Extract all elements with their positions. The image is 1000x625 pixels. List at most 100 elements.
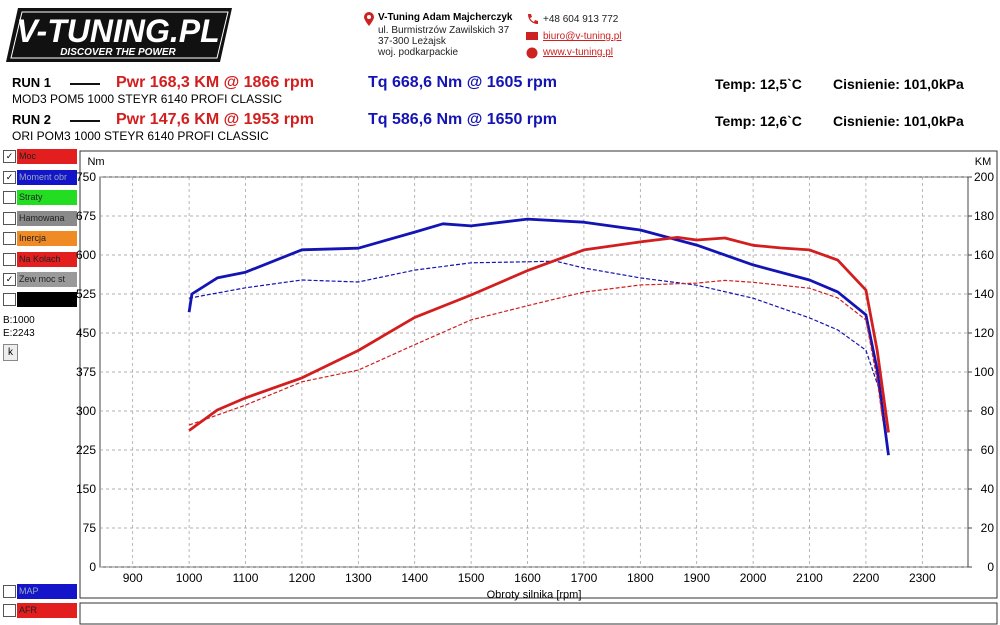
x-tick-label: 2300 (909, 571, 936, 585)
x-tick-label: 1800 (627, 571, 654, 585)
toggle-label[interactable]: Moment obr (17, 169, 77, 185)
run-pressure: Cisnienie: 101,0kPa (833, 113, 964, 129)
series-line (188, 236, 890, 433)
y2-tick-label: 60 (981, 443, 995, 457)
checkbox[interactable] (3, 585, 16, 598)
run-temp: Temp: 12,5`C (715, 76, 802, 92)
y2-tick-label: 120 (974, 326, 994, 340)
y2-tick-label: 180 (974, 209, 994, 223)
checkbox[interactable]: ✓ (3, 273, 16, 286)
x-tick-label: 1300 (345, 571, 372, 585)
address-line: 37-300 Leżajsk (378, 36, 446, 47)
run-torque: Tq 586,6 Nm @ 1650 rpm (368, 111, 558, 128)
y2-tick-label: 200 (974, 170, 994, 184)
y2-tick-label: 0 (987, 560, 994, 574)
logo: V-TUNING.PL DISCOVER THE POWER (6, 8, 232, 62)
sidebar-toggle[interactable]: AFR (3, 603, 77, 618)
company: V-Tuning Adam Majcherczyk (378, 12, 513, 23)
x-tick-label: 1900 (683, 571, 710, 585)
y-tick-label: 375 (76, 365, 96, 379)
toggle-label[interactable]: Moc (17, 149, 77, 164)
y-tick-label: 75 (83, 521, 97, 535)
x-tick-label: 1200 (289, 571, 316, 585)
logo-title: V-TUNING.PL (16, 13, 219, 49)
y2-tick-label: 140 (974, 287, 994, 301)
y2-tick-label: 80 (981, 404, 995, 418)
y2-tick-label: 160 (974, 248, 994, 262)
y2-tick-label: 40 (981, 482, 995, 496)
sidebar-toggle[interactable]: MAP (3, 584, 77, 599)
begin-rpm: B:1000 (3, 315, 35, 326)
series-line (188, 279, 884, 426)
y-tick-label: 675 (76, 209, 96, 223)
run-line-sample (70, 83, 100, 85)
y-tick-label: 600 (76, 248, 96, 262)
x-tick-label: 1000 (176, 571, 203, 585)
contact-icons (526, 14, 538, 59)
end-rpm: E:2243 (3, 328, 35, 339)
sidebar-toggle[interactable]: Inercja (3, 231, 77, 246)
x-tick-label: 2000 (740, 571, 767, 585)
sidebar-toggle[interactable]: Na Kolach (3, 251, 77, 267)
x-tick-label: 2200 (853, 571, 880, 585)
x-tick-label: 1700 (571, 571, 598, 585)
bottom-panel (79, 602, 998, 625)
run-line-sample (70, 120, 100, 122)
x-tick-label: 1500 (458, 571, 485, 585)
toggle-label[interactable]: Na Kolach (17, 251, 77, 267)
y-tick-label: 750 (76, 170, 96, 184)
sidebar-toggle[interactable]: ✓ Moment obr (3, 169, 77, 185)
run-power: Pwr 168,3 KM @ 1866 rpm (116, 74, 314, 91)
y2-tick-label: 100 (974, 365, 994, 379)
y2-axis-label: KM (975, 156, 992, 168)
plot-area (99, 176, 969, 568)
sidebar-toggle[interactable]: Straty (3, 190, 77, 205)
y2-tick-label: 20 (981, 521, 995, 535)
sidebar-toggle[interactable]: ✓ Zew moc st (3, 272, 77, 287)
pin-icon (364, 12, 374, 26)
x-tick-label: 1100 (233, 571, 259, 585)
x-tick-label: 2100 (796, 571, 823, 585)
email[interactable]: biuro@v-tuning.pl (543, 31, 622, 42)
run-temp: Temp: 12,6`C (715, 113, 802, 129)
checkbox[interactable]: ✓ (3, 150, 16, 163)
sidebar-toggle[interactable] (3, 292, 77, 307)
toggle-label[interactable]: AFR (17, 603, 77, 618)
address-line: woj. podkarpackie (378, 47, 459, 58)
x-axis-label: Obroty silnika [rpm] (487, 589, 582, 601)
toggle-color[interactable] (17, 292, 77, 307)
y-tick-label: 150 (76, 482, 96, 496)
toggle-label[interactable]: Hamowana (17, 210, 77, 226)
checkbox[interactable] (3, 252, 16, 266)
address-line: ul. Burmistrzów Zawilskich 37 (378, 25, 510, 36)
checkbox[interactable] (3, 604, 16, 617)
sidebar-toggle[interactable]: ✓ Moc (3, 149, 77, 164)
phone: +48 604 913 772 (543, 14, 619, 25)
y-tick-label: 225 (76, 443, 96, 457)
toggle-label[interactable]: Inercja (17, 231, 77, 246)
website[interactable]: www.v-tuning.pl (543, 47, 614, 58)
checkbox[interactable] (3, 191, 16, 204)
run-power: Pwr 147,6 KM @ 1953 rpm (116, 111, 314, 128)
toggle-label[interactable]: Zew moc st (17, 272, 77, 287)
y-tick-label: 0 (89, 560, 96, 574)
checkbox[interactable]: ✓ (3, 170, 16, 184)
run-label: RUN 1 (12, 75, 52, 90)
checkbox[interactable] (3, 293, 16, 306)
sidebar-toggle[interactable]: Hamowana (3, 210, 77, 226)
run-label: RUN 2 (12, 112, 52, 127)
run-pressure: Cisnienie: 101,0kPa (833, 76, 964, 92)
button[interactable]: k (3, 344, 18, 361)
toggle-label[interactable]: Straty (17, 190, 77, 205)
x-tick-label: 900 (123, 571, 143, 585)
x-tick-label: 1400 (401, 571, 428, 585)
run-description: MOD3 POM5 1000 STEYR 6140 PROFI CLASSIC (12, 92, 283, 106)
series-line (187, 217, 890, 456)
chart-frame (79, 150, 998, 599)
checkbox[interactable] (3, 232, 16, 245)
y-tick-label: 525 (76, 287, 96, 301)
toggle-label[interactable]: MAP (17, 584, 77, 599)
checkbox[interactable] (3, 211, 16, 225)
y-axis-label: Nm (87, 156, 104, 168)
